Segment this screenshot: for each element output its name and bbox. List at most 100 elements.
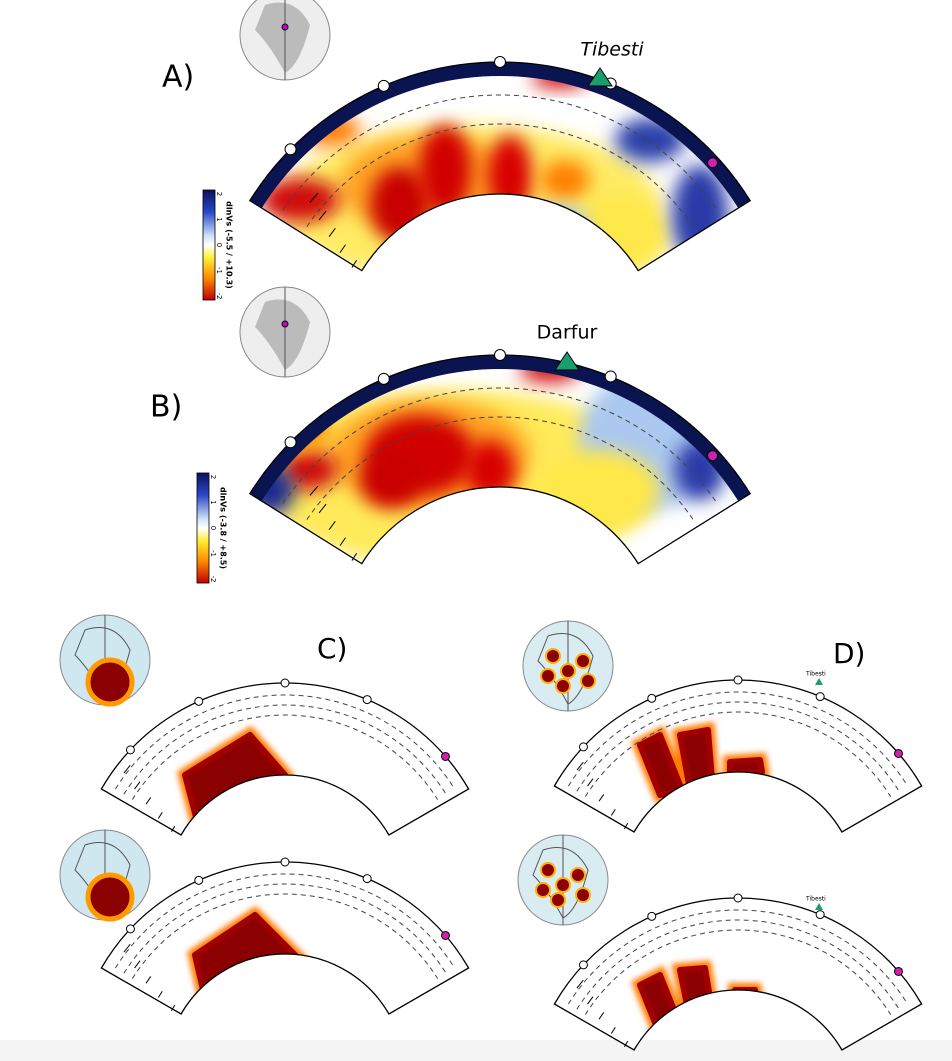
globe-marker	[281, 320, 289, 328]
depth-tick	[157, 990, 163, 998]
anomaly	[360, 452, 420, 508]
globe-marker	[281, 23, 289, 31]
dashed-arc	[123, 883, 447, 974]
rim-band	[249, 62, 751, 209]
anomaly	[488, 135, 532, 215]
depth-tick	[576, 761, 584, 771]
station	[494, 56, 506, 68]
globe-land	[255, 2, 310, 73]
depth-tick	[171, 825, 176, 832]
station	[194, 696, 204, 706]
station	[377, 79, 390, 92]
globe-spot	[85, 657, 135, 707]
rim-band	[249, 355, 751, 502]
colorbar	[202, 189, 216, 301]
depth-tick	[123, 764, 131, 774]
section-content	[249, 355, 751, 564]
station	[284, 143, 297, 156]
endpoint	[893, 748, 903, 758]
colorbar	[196, 472, 210, 584]
dashed-arc	[282, 94, 718, 211]
volcano-label: Tibesti	[580, 39, 644, 61]
globe-spot	[555, 877, 571, 893]
depth-tick	[145, 976, 152, 984]
dashed-arc	[567, 691, 909, 787]
anomaly	[570, 195, 670, 271]
depth-tick	[610, 808, 616, 816]
endpoint	[707, 157, 719, 169]
station	[125, 745, 135, 755]
dashed-arc	[576, 919, 900, 1010]
colorbar-tick: -2	[215, 293, 223, 300]
colorbar-label: dlnVs (-3.8 / +8.5)	[219, 487, 228, 569]
globe-spot	[550, 892, 566, 908]
station	[494, 349, 506, 361]
dashed-arc	[584, 711, 892, 797]
depth-tick	[123, 943, 131, 953]
station	[194, 875, 204, 885]
colorbar-label: dlnVs (-5.5 / +10.3)	[225, 201, 234, 289]
station	[280, 857, 290, 867]
section-bg	[101, 683, 469, 835]
station	[377, 372, 390, 385]
depth-tick	[134, 781, 141, 790]
station	[647, 911, 657, 921]
globe-spot	[560, 663, 576, 679]
volcano-marker	[554, 351, 580, 371]
dashed-arc	[131, 714, 439, 800]
globe-spot	[575, 653, 591, 669]
dashed-arc	[306, 123, 694, 227]
colorbar-tick: 2	[215, 192, 223, 196]
depth-tick	[339, 537, 346, 546]
colorbar-tick: 0	[215, 243, 223, 247]
anomaly	[282, 450, 338, 490]
globe-land	[255, 299, 310, 370]
panel-label: A)	[162, 60, 194, 95]
depth-tick	[134, 960, 141, 969]
depth-tick	[339, 244, 346, 253]
dashed-arc	[131, 893, 439, 979]
colorbar-tick: 1	[215, 217, 223, 221]
globe-spot	[580, 673, 596, 689]
globe-spot	[540, 668, 556, 684]
endpoint	[893, 966, 903, 976]
endpoint	[707, 450, 719, 462]
section-bg	[554, 898, 922, 1050]
station	[284, 436, 297, 449]
station	[578, 742, 588, 752]
station	[815, 910, 825, 920]
depth-tick	[598, 794, 605, 802]
anomaly	[419, 125, 471, 215]
dashed-arc	[114, 694, 456, 790]
depth-tick	[318, 503, 327, 514]
colorbar-tick: -1	[215, 267, 223, 274]
depth-tick	[598, 1012, 605, 1020]
colorbar-tick: 0	[209, 526, 217, 530]
depth-tick	[145, 797, 152, 805]
globe-spot	[555, 678, 571, 694]
globe-spot	[535, 882, 551, 898]
footer-strip	[0, 1040, 952, 1061]
globe-spot	[575, 887, 591, 903]
dashed-arc	[114, 873, 456, 969]
volcano-label: Tibesti	[805, 671, 826, 678]
panel-label: B)	[150, 390, 182, 425]
globe-spot	[570, 867, 586, 883]
dashed-arc	[306, 416, 694, 520]
endpoint	[440, 751, 450, 761]
anomaly	[540, 450, 660, 530]
colorbar-tick: 1	[209, 500, 217, 504]
station	[362, 695, 372, 705]
station	[578, 960, 588, 970]
volcano-marker	[815, 903, 823, 910]
colorbar-tick: 2	[209, 475, 217, 479]
panel-label: C)	[317, 632, 347, 665]
depth-tick	[610, 1026, 616, 1034]
station	[733, 893, 743, 903]
globe-spot	[85, 872, 135, 922]
globe-spot	[545, 648, 561, 664]
depth-tick	[351, 552, 357, 561]
station	[647, 693, 657, 703]
dashed-arc	[584, 929, 892, 1015]
